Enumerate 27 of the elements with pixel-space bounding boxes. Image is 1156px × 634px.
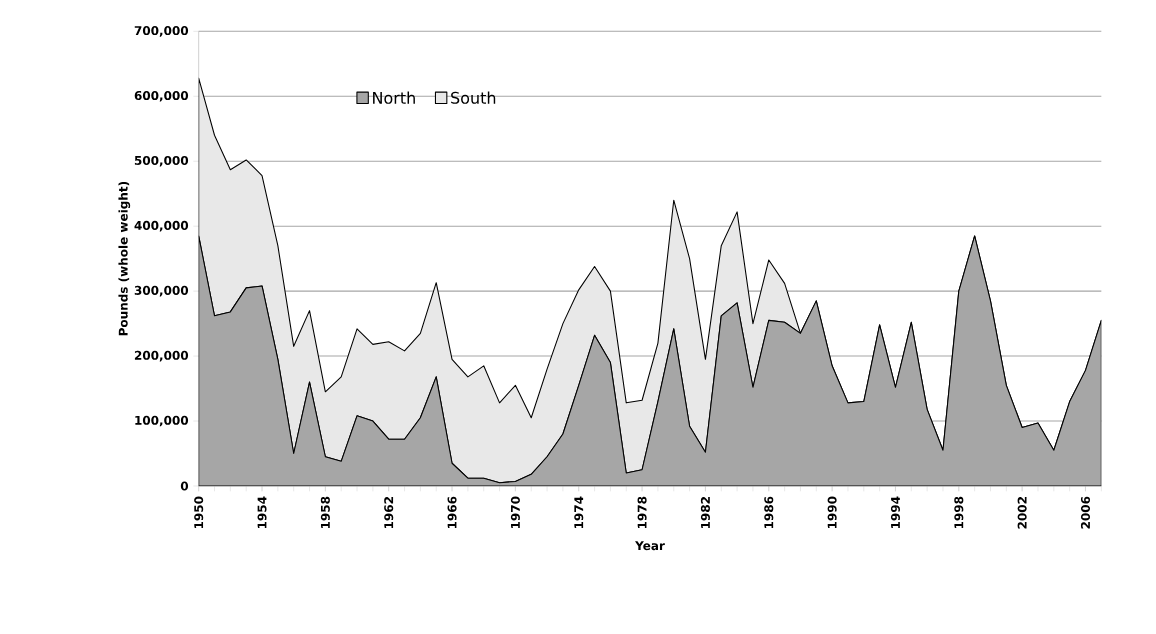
x-tick-label: 2002 [1017, 497, 1027, 529]
x-tick-label: 1994 [890, 496, 900, 529]
x-tick-label: 1958 [320, 496, 330, 529]
x-tick-label: 1950 [194, 496, 204, 529]
y-tick-label: 300,000 [134, 285, 189, 297]
x-tick-label: 1954 [257, 496, 267, 529]
x-tick-label: 1966 [447, 496, 457, 529]
y-tick-label: 0 [180, 481, 189, 491]
x-tick-label: 1974 [574, 496, 584, 529]
y-tick-label: 400,000 [134, 220, 189, 232]
y-tick-label: 500,000 [134, 155, 189, 167]
x-tick-label: 1962 [384, 497, 394, 529]
x-tick-label: 1986 [764, 496, 774, 529]
legend-label: North [373, 91, 415, 104]
y-tick-label: 100,000 [135, 415, 189, 427]
y-tick-label: 200,000 [134, 350, 189, 362]
x-tick-label: 1970 [510, 496, 520, 529]
y-axis-title: Pounds (whole weight) [118, 181, 131, 336]
x-tick-label: 1978 [637, 496, 647, 529]
legend-label: South [451, 91, 496, 104]
x-tick-label: 1998 [954, 496, 964, 529]
y-tick-label: 700,000 [134, 26, 189, 37]
y-tick-label: 600,000 [134, 90, 189, 102]
x-tick-label: 1990 [827, 496, 837, 529]
x-tick-label: 1982 [700, 497, 710, 529]
x-axis-title: Year [635, 541, 665, 551]
x-tick-label: 2006 [1080, 496, 1091, 529]
